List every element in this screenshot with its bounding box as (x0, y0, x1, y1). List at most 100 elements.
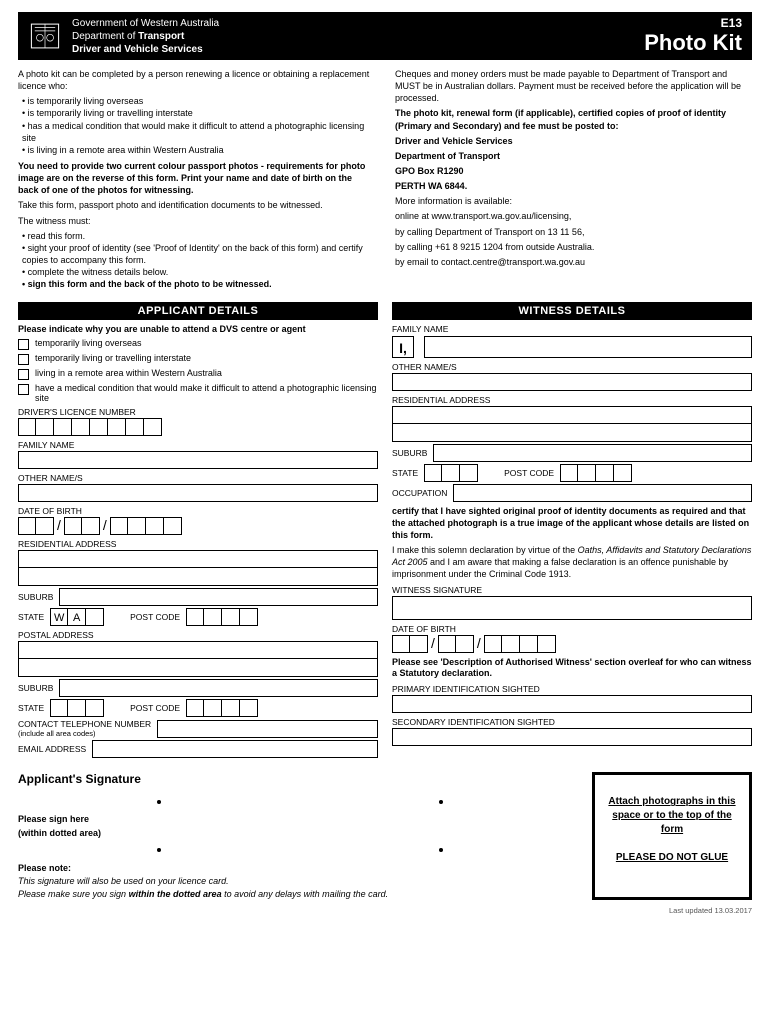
chk-remote[interactable] (18, 369, 29, 380)
email-input[interactable] (92, 740, 378, 758)
form-title: Photo Kit (644, 30, 742, 56)
chk-medical[interactable] (18, 384, 29, 395)
intro-block: A photo kit can be completed by a person… (18, 68, 752, 294)
sub-input[interactable] (59, 588, 378, 606)
intro-m4: by calling +61 8 9215 1204 from outside … (395, 241, 752, 253)
res-input[interactable] (18, 550, 378, 586)
attach-box: Attach photographs in this space or to t… (592, 772, 752, 900)
intro-li4: is living in a remote area within Wester… (22, 144, 375, 156)
cert1: certify that I have sighted original pro… (392, 506, 752, 541)
pstate-label: STATE (18, 703, 44, 713)
auth-note: Please see 'Description of Authorised Wi… (392, 657, 752, 680)
wsig-label: WITNESS SIGNATURE (392, 585, 752, 595)
cert2: I make this solemn declaration by virtue… (392, 545, 752, 580)
wsub-label: SUBURB (392, 448, 427, 458)
intro-wi1: read this form. (22, 230, 375, 242)
footer-date: Last updated 13.03.2017 (18, 906, 752, 915)
dob-label: DATE OF BIRTH (18, 506, 378, 516)
intro-wi3: complete the witness details below. (22, 266, 375, 278)
intro-wi4: sign this form and the back of the photo… (22, 278, 375, 290)
sid-label: SECONDARY IDENTIFICATION SIGHTED (392, 717, 752, 727)
svc-text: Driver and Vehicle Services (72, 43, 644, 56)
woth-input[interactable] (392, 373, 752, 391)
wstate-input[interactable] (424, 464, 478, 482)
chk-medical-label: have a medical condition that would make… (35, 383, 378, 403)
oth-input[interactable] (18, 484, 378, 502)
fam-input[interactable] (18, 451, 378, 469)
intro-m1: More information is available: (395, 195, 752, 207)
tel-label: CONTACT TELEPHONE NUMBER (18, 719, 151, 729)
dln-label: DRIVER'S LICENCE NUMBER (18, 407, 378, 417)
dept-text: Department of Transport (72, 30, 644, 43)
wsub-input[interactable] (433, 444, 752, 462)
wsig-input[interactable] (392, 596, 752, 620)
sig-sign: Please sign here (18, 814, 582, 824)
chk-interstate-label: temporarily living or travelling interst… (35, 353, 191, 363)
sid-input[interactable] (392, 728, 752, 746)
applicant-column: APPLICANT DETAILS Please indicate why yo… (18, 302, 378, 760)
gov-text: Government of Western Australia (72, 17, 644, 30)
intro-p4: The witness must: (18, 215, 375, 227)
intro-r1: Cheques and money orders must be made pa… (395, 68, 752, 104)
chk-overseas-label: temporarily living overseas (35, 338, 142, 348)
wres-label: RESIDENTIAL ADDRESS (392, 395, 752, 405)
intro-m5: by email to contact.centre@transport.wa.… (395, 256, 752, 268)
sig-n1: This signature will also be used on your… (18, 875, 582, 888)
pc-input[interactable] (186, 608, 258, 626)
postal-input[interactable] (18, 641, 378, 677)
applicant-bar: APPLICANT DETAILS (18, 302, 378, 320)
applicant-instr: Please indicate why you are unable to at… (18, 324, 378, 334)
wpc-input[interactable] (560, 464, 632, 482)
dob-input[interactable]: // (18, 517, 378, 535)
psub-input[interactable] (59, 679, 378, 697)
wres-input[interactable] (392, 406, 752, 442)
signature-area: Applicant's Signature Please sign here (… (18, 772, 752, 900)
intro-p2: You need to provide two current colour p… (18, 160, 375, 196)
fam-label: FAMILY NAME (18, 440, 378, 450)
pstate-input[interactable] (50, 699, 104, 717)
sig-n2: Please make sure you sign within the dot… (18, 888, 582, 901)
ppc-label: POST CODE (130, 703, 180, 713)
wstate-label: STATE (392, 468, 418, 478)
intro-r2: The photo kit, renewal form (if applicab… (395, 107, 752, 131)
witness-bar: WITNESS DETAILS (392, 302, 752, 320)
wfam-label: FAMILY NAME (392, 324, 752, 334)
dln-input[interactable] (18, 418, 378, 436)
postal-label: POSTAL ADDRESS (18, 630, 378, 640)
occ-input[interactable] (453, 484, 752, 502)
pid-input[interactable] (392, 695, 752, 713)
dot-icon (157, 800, 161, 804)
pid-label: PRIMARY IDENTIFICATION SIGHTED (392, 684, 752, 694)
witness-column: WITNESS DETAILS FAMILY NAME I, OTHER NAM… (392, 302, 752, 760)
sig-note-hdr: Please note: (18, 862, 582, 875)
sub-label: SUBURB (18, 592, 53, 602)
addr4: PERTH WA 6844. (395, 180, 752, 192)
dot-icon (157, 848, 161, 852)
form-code: E13 (644, 16, 742, 30)
wdob-input[interactable]: // (392, 635, 752, 653)
dot-icon (439, 848, 443, 852)
wdob-label: DATE OF BIRTH (392, 624, 752, 634)
intro-wi2: sight your proof of identity (see 'Proof… (22, 242, 375, 266)
psub-label: SUBURB (18, 683, 53, 693)
addr1: Driver and Vehicle Services (395, 135, 752, 147)
pc-label: POST CODE (130, 612, 180, 622)
intro-m3: by calling Department of Transport on 13… (395, 226, 752, 238)
attach2: PLEASE DO NOT GLUE (603, 851, 741, 865)
wpc-label: POST CODE (504, 468, 554, 478)
chk-overseas[interactable] (18, 339, 29, 350)
wfam-input[interactable] (424, 336, 752, 358)
i-prefix: I, (392, 336, 414, 358)
crest-icon (28, 19, 62, 53)
sig-within: (within dotted area) (18, 828, 582, 838)
oth-label: OTHER NAME/S (18, 473, 378, 483)
res-label: RESIDENTIAL ADDRESS (18, 539, 378, 549)
tel-input[interactable] (157, 720, 378, 738)
state-input[interactable]: WA (50, 608, 104, 626)
chk-interstate[interactable] (18, 354, 29, 365)
addr2: Department of Transport (395, 150, 752, 162)
intro-l1: A photo kit can be completed by a person… (18, 68, 375, 92)
ppc-input[interactable] (186, 699, 258, 717)
email-label: EMAIL ADDRESS (18, 744, 86, 754)
occ-label: OCCUPATION (392, 488, 447, 498)
